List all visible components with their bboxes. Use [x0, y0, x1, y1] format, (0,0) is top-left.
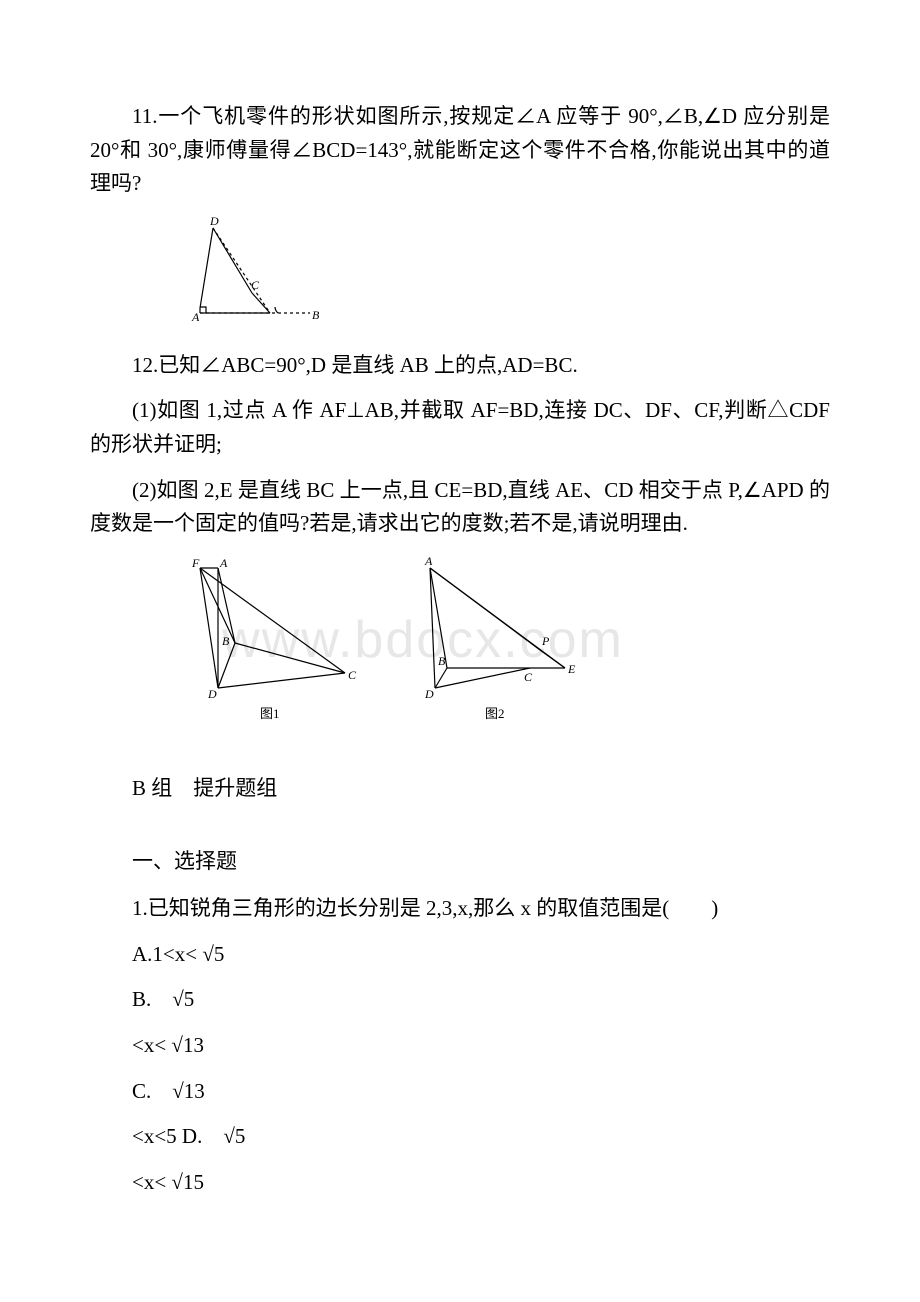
section-a-heading: 一、选择题 [90, 845, 830, 879]
f2-label-a: A [424, 554, 433, 568]
q12-line3: (2)如图 2,E 是直线 BC 上一点,且 CE=BD,直线 AE、CD 相交… [90, 474, 830, 541]
f2-label-e: E [567, 662, 576, 676]
p1-opt-c1: C. √13 [90, 1074, 830, 1110]
fig1-caption: 图1 [260, 706, 280, 721]
f2-label-c: C [524, 670, 533, 684]
p1-opt-b2: <x< √13 [90, 1028, 830, 1064]
label-b: B [312, 308, 320, 322]
q12-line2: (1)如图 1,过点 A 作 AF⊥AB,并截取 AF=BD,连接 DC、DF、… [90, 394, 830, 461]
f1-label-f: F [191, 556, 200, 570]
f2-label-b: B [438, 654, 446, 668]
label-a: A [191, 310, 200, 324]
f1-label-d: D [207, 687, 217, 701]
group-b-heading: B 组 提升题组 [90, 772, 830, 806]
p1-opt-b1: B. √5 [90, 982, 830, 1018]
f2-label-p: P [541, 634, 550, 648]
f1-label-a: A [219, 556, 228, 570]
p1-opt-d2: <x< √15 [90, 1165, 830, 1201]
f1-label-b: B [222, 634, 230, 648]
q12-figures: F A B C D 图1 A B C [180, 553, 830, 728]
p1-opt-a: A.1<x< √5 [90, 937, 830, 973]
q12-line1: 12.已知∠ABC=90°,D 是直线 AB 上的点,AD=BC. [90, 349, 830, 383]
label-d: D [209, 214, 219, 228]
p1-opt-c2: <x<5 D. √5 [90, 1119, 830, 1155]
fig2-caption: 图2 [485, 706, 505, 721]
f1-label-c: C [348, 668, 357, 682]
q11-text: 11.一个飞机零件的形状如图所示,按规定∠A 应等于 90°,∠B,∠D 应分别… [90, 100, 830, 201]
p1-stem: 1.已知锐角三角形的边长分别是 2,3,x,那么 x 的取值范围是( ) [90, 891, 830, 927]
f2-label-d: D [424, 687, 434, 701]
label-c: C [251, 278, 260, 292]
q11-figure: D A C B [180, 213, 830, 333]
